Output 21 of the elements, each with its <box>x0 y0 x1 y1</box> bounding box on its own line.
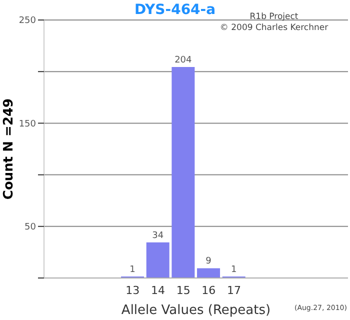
data-label: 34 <box>152 230 164 241</box>
bar <box>172 66 195 278</box>
x-axis-title: Allele Values (Repeats) <box>121 303 271 318</box>
x-tick-label: 16 <box>202 284 216 297</box>
bar <box>146 242 170 278</box>
x-tick-label: 15 <box>176 284 190 297</box>
data-label: 204 <box>174 55 192 66</box>
x-tick-label: 14 <box>151 284 165 297</box>
x-tick-label: 17 <box>227 284 241 297</box>
data-label: 9 <box>206 256 212 267</box>
y-tick-label: 250 <box>18 16 36 26</box>
y-tick-label: 150 <box>18 119 36 130</box>
y-axis-title: Count N =249 <box>2 98 17 200</box>
bar <box>197 268 220 278</box>
data-label: 1 <box>230 264 237 275</box>
chart-title: DYS-464-a <box>134 2 216 18</box>
annotation: R1b Project <box>250 12 298 22</box>
annotation: © 2009 Charles Kerchner <box>218 23 330 33</box>
data-label: 1 <box>130 264 136 275</box>
x-tick-label: 13 <box>126 284 140 297</box>
y-tick-label: 50 <box>24 222 36 233</box>
